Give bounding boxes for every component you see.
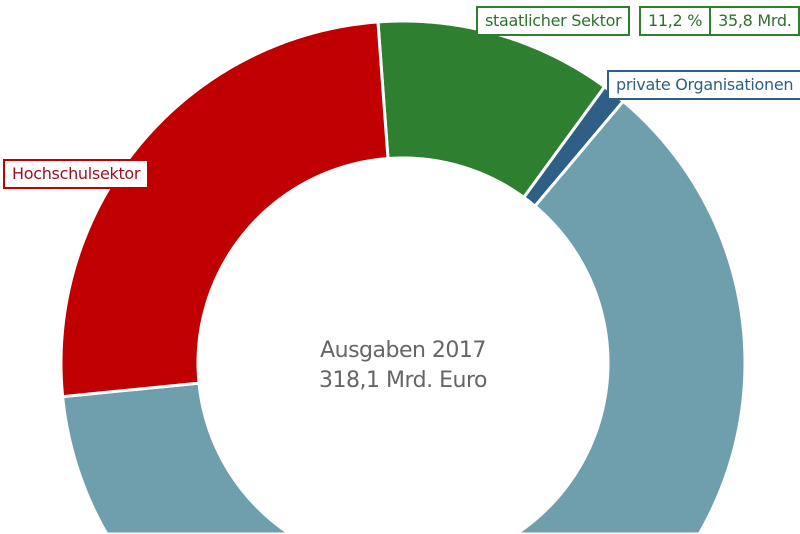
percent-label: 11,2 % [639, 6, 712, 36]
amount-label: 35,8 Mrd. [711, 6, 800, 36]
donut-slice-hochschulsektor [59, 20, 390, 399]
center-title: Ausgaben 2017 [320, 338, 486, 363]
label-staatlicher-sektor: staatlicher Sektor [476, 6, 631, 36]
center-value: 318,1 Mrd. Euro [319, 368, 487, 393]
label-staatlicher-sektor-values: 11,2 % 35,8 Mrd. [639, 6, 800, 36]
label-private-organisationen: private Organisationen [607, 70, 800, 100]
label-hochschulsektor: Hochschulsektor [3, 159, 150, 189]
